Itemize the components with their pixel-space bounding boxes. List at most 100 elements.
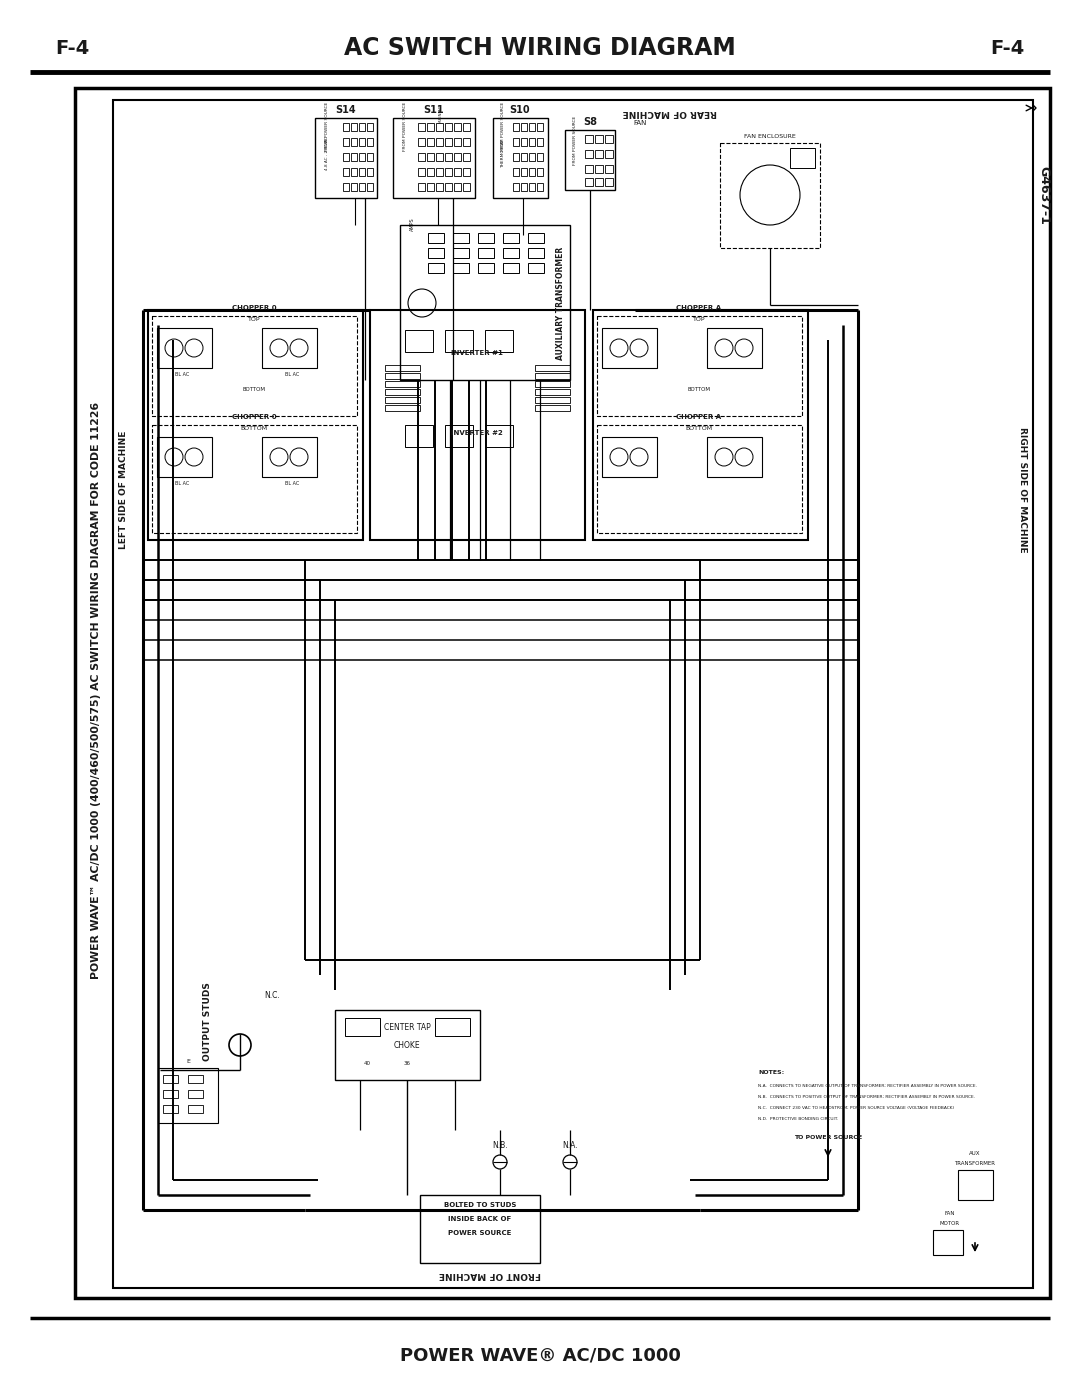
Bar [420, 1195, 540, 1263]
Text: BOTTOM: BOTTOM [241, 426, 268, 432]
Bar [188, 1074, 203, 1083]
Bar [367, 183, 373, 192]
Bar [513, 183, 519, 192]
Bar [485, 425, 513, 447]
Text: G4637-1: G4637-1 [1038, 165, 1051, 225]
Bar [157, 328, 212, 368]
Bar [445, 425, 473, 447]
Text: INVERTER #2: INVERTER #2 [451, 430, 503, 436]
Text: S11: S11 [423, 105, 444, 115]
Bar [565, 130, 615, 190]
Bar [529, 168, 535, 176]
Text: TOP: TOP [692, 316, 705, 322]
Bar [933, 1230, 963, 1255]
Text: FAN: FAN [633, 119, 647, 126]
Bar [602, 437, 657, 477]
Text: CHOPPER A: CHOPPER A [676, 305, 721, 311]
Bar [427, 137, 434, 146]
Bar [113, 100, 1032, 1288]
Bar [478, 233, 494, 243]
Bar [595, 135, 603, 143]
Text: AUXILIARY TRANSFORMER: AUXILIARY TRANSFORMER [556, 247, 565, 359]
Text: BL AC: BL AC [175, 372, 189, 378]
Bar [529, 124, 535, 130]
Bar [595, 178, 603, 186]
Bar [605, 178, 613, 186]
Bar [535, 373, 570, 379]
Bar [152, 316, 357, 416]
Text: CHOKE: CHOKE [394, 1041, 420, 1049]
Bar [529, 153, 535, 161]
Bar [597, 425, 802, 533]
Bar [384, 373, 420, 379]
Bar [535, 405, 570, 411]
Bar [158, 1067, 218, 1123]
Bar [537, 137, 543, 146]
Bar [163, 1090, 178, 1098]
Text: S10: S10 [510, 105, 530, 115]
Bar [163, 1105, 178, 1113]
Bar [445, 124, 453, 130]
Text: 36: 36 [404, 1060, 410, 1066]
Bar [436, 168, 443, 176]
Bar [428, 233, 444, 243]
Bar [454, 183, 461, 192]
Bar [453, 262, 469, 273]
Bar [418, 124, 426, 130]
Bar [605, 150, 613, 158]
Bar [521, 124, 527, 130]
Bar [720, 143, 820, 248]
Bar [521, 168, 527, 176]
Bar [351, 168, 357, 176]
Bar [418, 153, 426, 161]
Bar [393, 118, 475, 198]
Bar [262, 437, 318, 477]
Text: F-4: F-4 [990, 39, 1025, 57]
Bar [513, 153, 519, 161]
Bar [436, 183, 443, 192]
Bar [513, 124, 519, 130]
Bar [351, 153, 357, 161]
Text: AC SWITCH WIRING DIAGRAM: AC SWITCH WIRING DIAGRAM [345, 36, 735, 60]
Bar [595, 165, 603, 174]
Bar [463, 153, 470, 161]
Bar [428, 262, 444, 273]
Bar [537, 168, 543, 176]
Bar [188, 1090, 203, 1098]
Bar [707, 328, 762, 368]
Bar [585, 150, 593, 158]
Bar [528, 233, 544, 243]
Bar [463, 168, 470, 176]
Text: INSIDE BACK OF: INSIDE BACK OF [448, 1216, 512, 1221]
Text: BL AC: BL AC [175, 482, 189, 486]
Text: CHOPPER 0: CHOPPER 0 [232, 414, 276, 421]
Bar [345, 1017, 380, 1035]
Bar [535, 365, 570, 371]
Bar [428, 248, 444, 258]
Bar [537, 153, 543, 161]
Bar [335, 1010, 480, 1080]
Text: OUTPUT STUDS: OUTPUT STUDS [203, 983, 212, 1062]
Bar [503, 233, 519, 243]
Text: MOTOR: MOTOR [940, 1221, 960, 1226]
Bar [521, 153, 527, 161]
Bar [453, 233, 469, 243]
Bar [478, 262, 494, 273]
Bar [343, 153, 349, 161]
Bar [436, 124, 443, 130]
Bar [359, 168, 365, 176]
Text: FAN: FAN [945, 1210, 955, 1216]
Text: FRONT OF MACHINE: FRONT OF MACHINE [438, 1270, 541, 1280]
Bar [535, 380, 570, 387]
Text: NOTES:: NOTES: [758, 1070, 784, 1074]
Bar [789, 149, 815, 168]
Bar [418, 183, 426, 192]
Bar [445, 183, 453, 192]
Bar [157, 437, 212, 477]
Bar [436, 153, 443, 161]
Text: E: E [186, 1059, 190, 1065]
Text: CHOPPER A: CHOPPER A [676, 414, 721, 421]
Text: AUX: AUX [969, 1151, 981, 1156]
Text: LEFT SIDE OF MACHINE: LEFT SIDE OF MACHINE [120, 430, 129, 550]
Bar [454, 124, 461, 130]
